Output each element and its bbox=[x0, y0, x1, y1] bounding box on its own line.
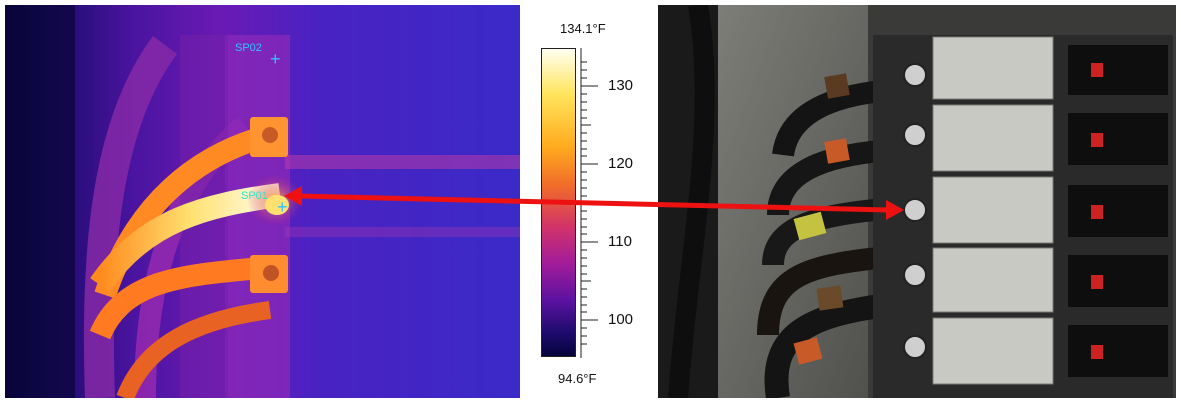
scale-max-label: 134.1°F bbox=[560, 21, 606, 36]
spot-marker-sp02-icon: + bbox=[270, 49, 281, 69]
scale-tick-130: 130 bbox=[608, 77, 634, 94]
scale-tick-120: 120 bbox=[608, 155, 634, 172]
color-scale-ticks bbox=[580, 48, 598, 358]
thermal-image: SP02 + SP01 + bbox=[5, 5, 520, 398]
spot-label-sp02: SP02 bbox=[235, 42, 262, 54]
scale-tick-100: 100 bbox=[608, 311, 634, 328]
spot-label-sp01: SP01 bbox=[241, 190, 268, 202]
scale-tick-110: 110 bbox=[608, 233, 632, 250]
scale-min-label: 94.6°F bbox=[558, 371, 597, 386]
color-scale-bar bbox=[541, 48, 576, 357]
visible-photo bbox=[658, 5, 1176, 398]
spot-marker-sp01-icon: + bbox=[277, 197, 288, 217]
